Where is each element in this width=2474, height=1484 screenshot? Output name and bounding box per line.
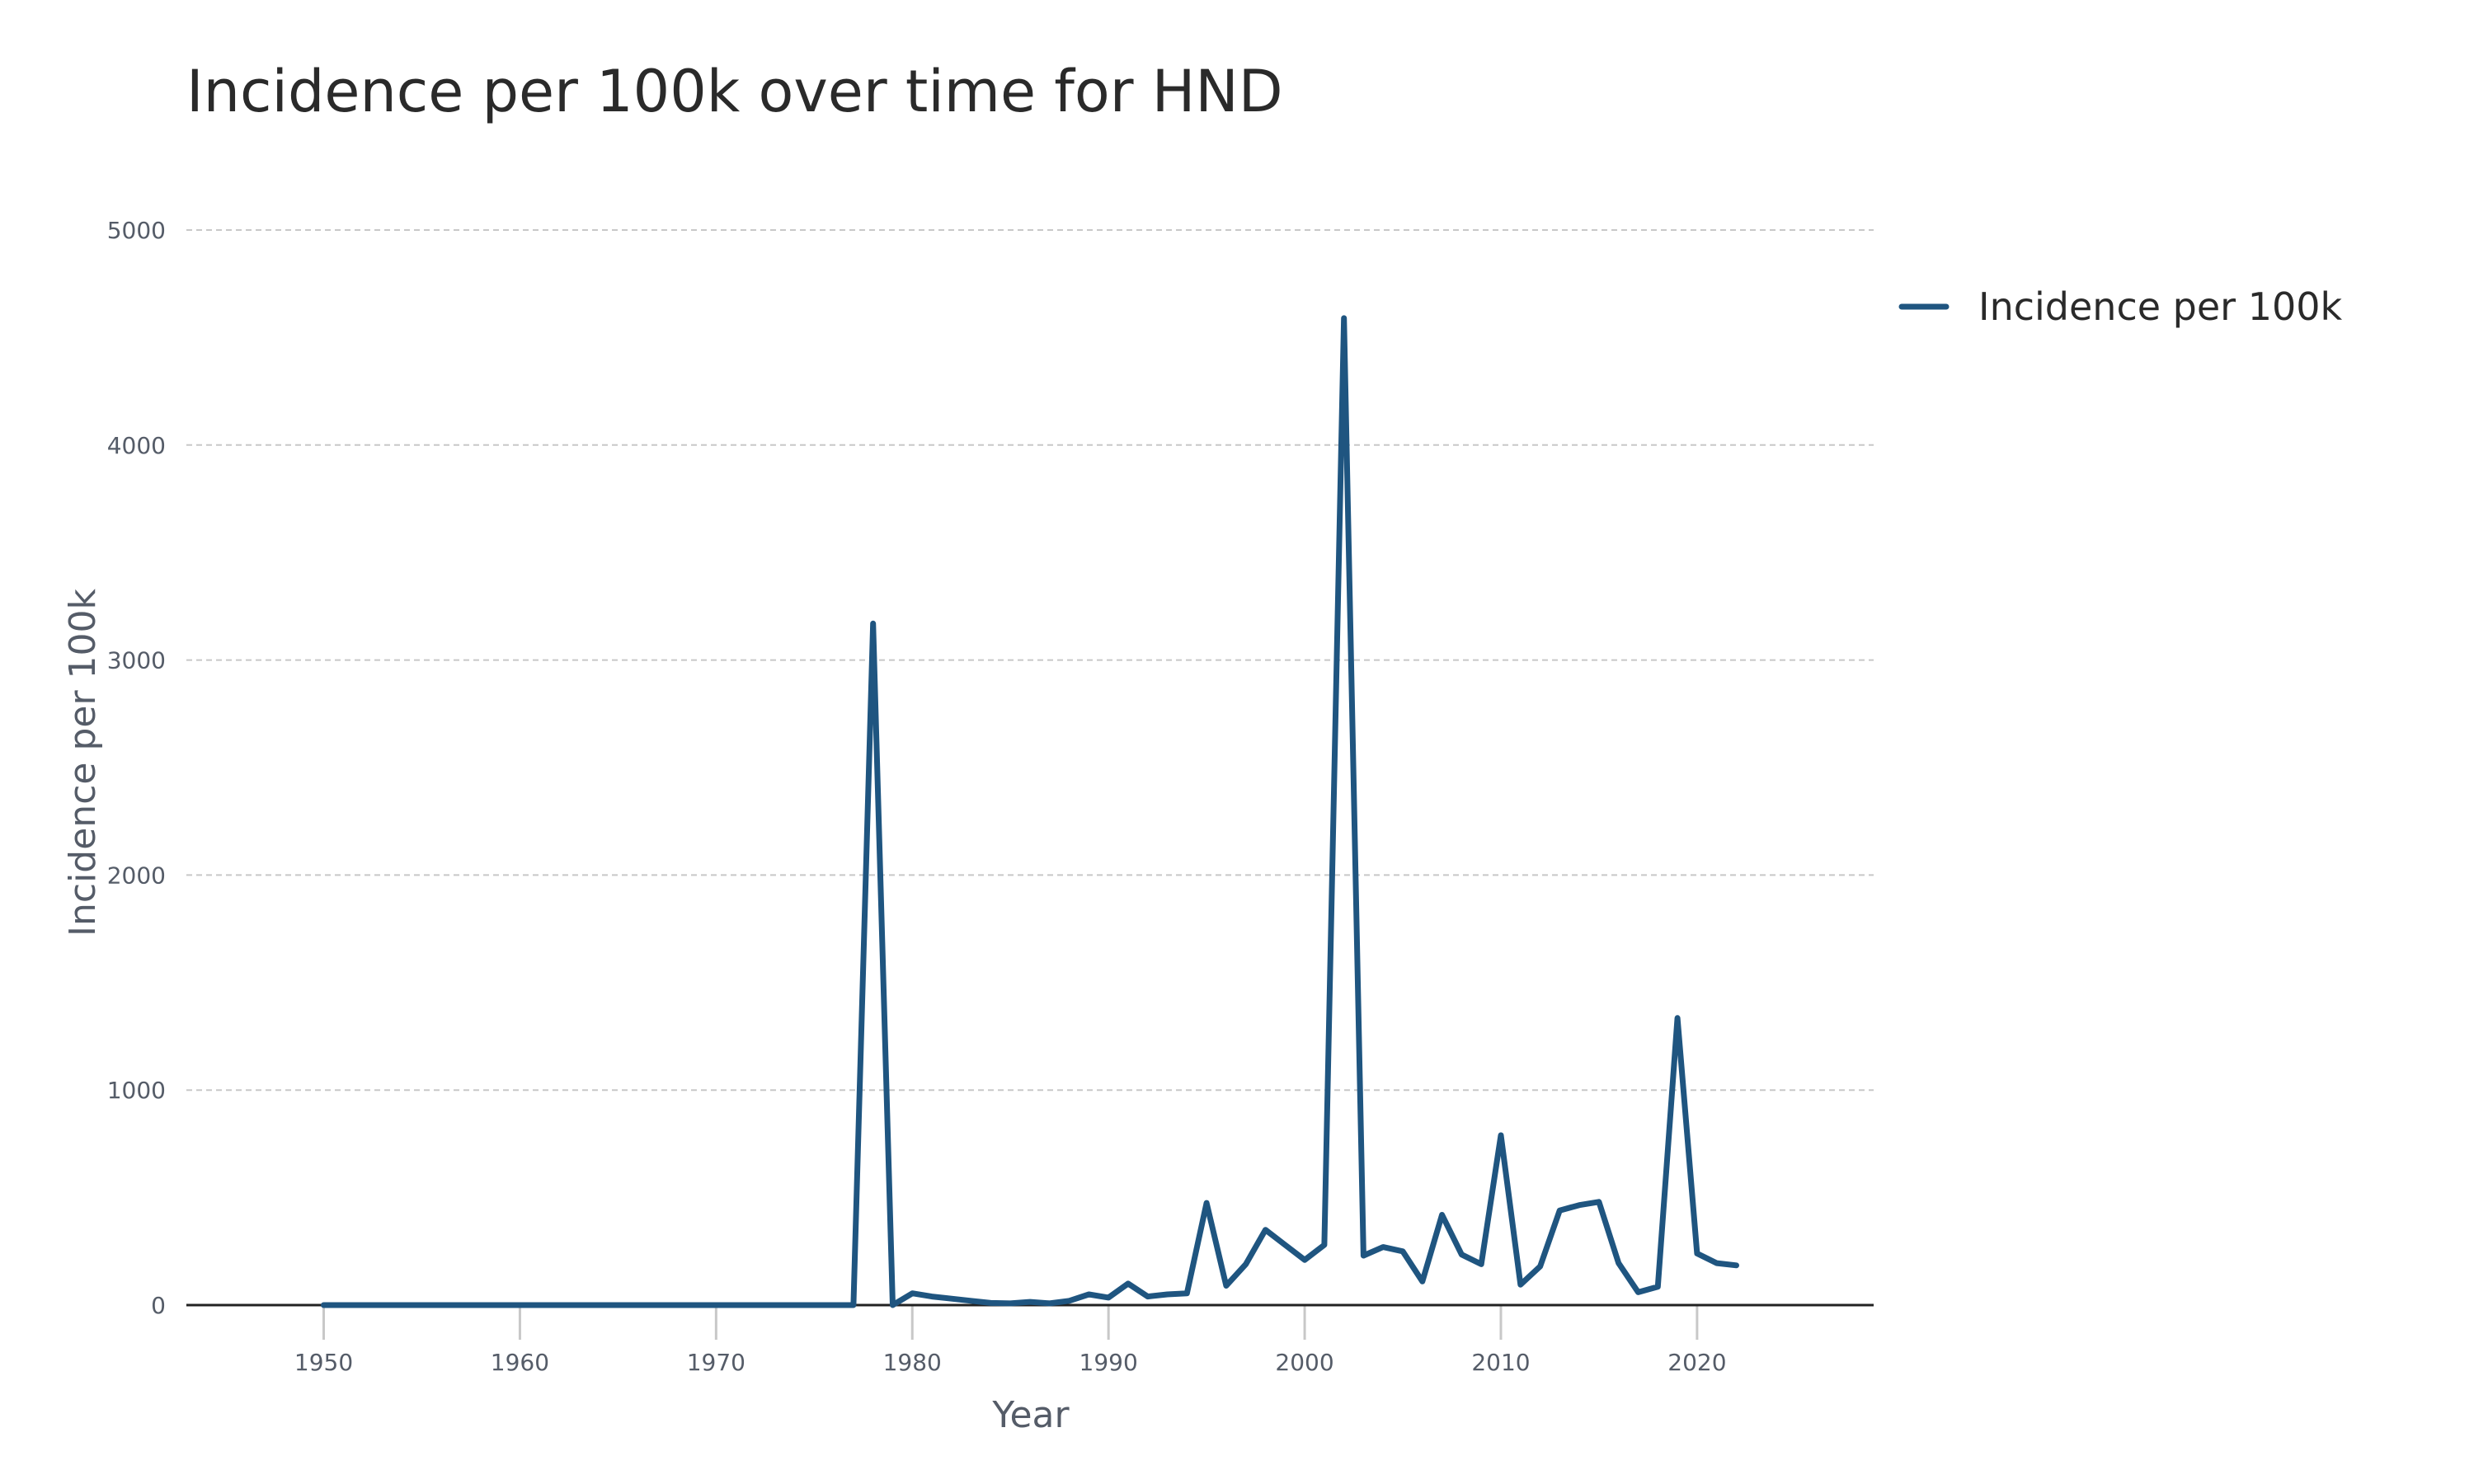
x-tick-label: 2020 <box>1667 1349 1726 1376</box>
x-tick-label: 1980 <box>883 1349 942 1376</box>
x-tick-label: 2000 <box>1275 1349 1333 1376</box>
chart-title: Incidence per 100k over time for HND <box>186 58 1283 125</box>
y-tick-label: 5000 <box>107 217 166 244</box>
legend[interactable]: Incidence per 100k <box>1898 284 2342 329</box>
y-tick-label: 0 <box>151 1292 166 1319</box>
y-axis-title: Incidence per 100k <box>62 589 104 937</box>
x-axis-ticks: 1950 1960 1970 1980 1990 2000 2010 2020 <box>294 1305 1727 1376</box>
x-tick-label: 1960 <box>491 1349 549 1376</box>
x-tick-label: 1990 <box>1079 1349 1138 1376</box>
x-tick-label: 2010 <box>1471 1349 1530 1376</box>
y-tick-label: 3000 <box>107 647 166 674</box>
x-tick-label: 1970 <box>687 1349 745 1376</box>
gridlines <box>186 229 1874 1092</box>
series-layer <box>321 315 1739 1308</box>
series-line <box>321 315 1739 1308</box>
x-tick-label: 1950 <box>294 1349 353 1376</box>
legend-label: Incidence per 100k <box>1978 284 2342 329</box>
y-tick-label: 4000 <box>107 432 166 459</box>
x-axis-title: Year <box>991 1394 1070 1436</box>
y-tick-label: 2000 <box>107 862 166 889</box>
y-axis-ticks: 0 1000 2000 3000 4000 5000 <box>107 217 166 1319</box>
y-tick-label: 1000 <box>107 1077 166 1104</box>
